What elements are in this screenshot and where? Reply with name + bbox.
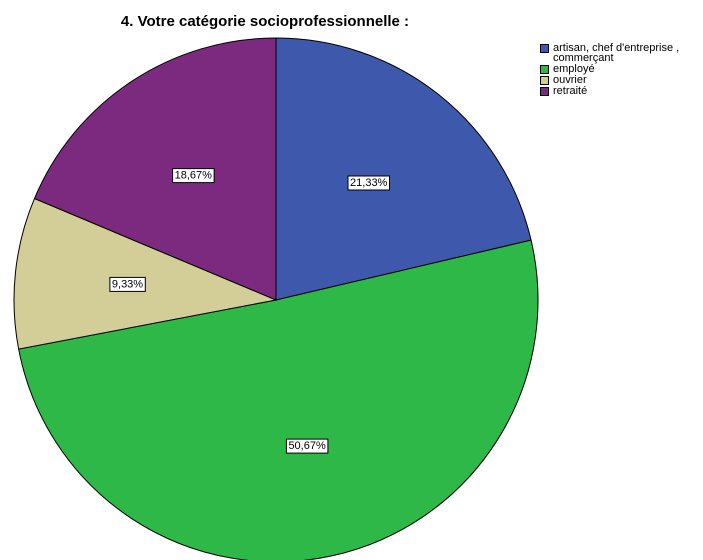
legend-label-ouvrier: ouvrier: [553, 74, 587, 86]
slice-label-ouvrier: 9,33%: [109, 276, 146, 292]
slice-label-text-employe: 50,67%: [288, 440, 326, 452]
legend-item-artisan: artisan, chef d'entreprise , commerçant: [540, 42, 700, 64]
legend-item-retraite: retraité: [540, 85, 700, 97]
legend-swatch-ouvrier: [540, 76, 549, 85]
slice-label-text-ouvrier: 9,33%: [112, 278, 143, 290]
pie-slice-artisan: [275, 37, 532, 301]
legend-item-ouvrier: ouvrier: [540, 74, 700, 86]
legend-swatch-retraite: [540, 87, 549, 96]
chart-title: 4. Votre catégorie socioprofessionnelle …: [120, 13, 410, 30]
legend-label-artisan: artisan, chef d'entreprise , commerçant: [553, 42, 680, 64]
legend-swatch-artisan: [540, 44, 549, 53]
chart-legend: artisan, chef d'entreprise , commerçant …: [540, 43, 700, 97]
pie-slice-retraite: [33, 37, 277, 301]
slice-label-box-artisan: [347, 175, 390, 191]
slice-label-retraite: 18,67%: [172, 168, 215, 184]
legend-label-employe: employé: [553, 63, 595, 75]
slice-label-employe: 50,67%: [285, 438, 329, 454]
pie-slice-employe: [18, 239, 539, 560]
slice-label-box-retraite: [172, 168, 215, 184]
slice-label-text-artisan: 21,33%: [350, 177, 388, 189]
slice-label-box-ouvrier: [109, 276, 146, 292]
slice-label-text-retraite: 18,67%: [175, 170, 213, 182]
legend-item-employe: employé: [540, 63, 700, 75]
legend-label-retraite: retraité: [553, 85, 588, 97]
slice-label-box-employe: [285, 438, 329, 454]
legend-swatch-employe: [540, 65, 549, 74]
pie-slice-ouvrier: [13, 197, 278, 350]
slice-label-artisan: 21,33%: [347, 175, 390, 191]
